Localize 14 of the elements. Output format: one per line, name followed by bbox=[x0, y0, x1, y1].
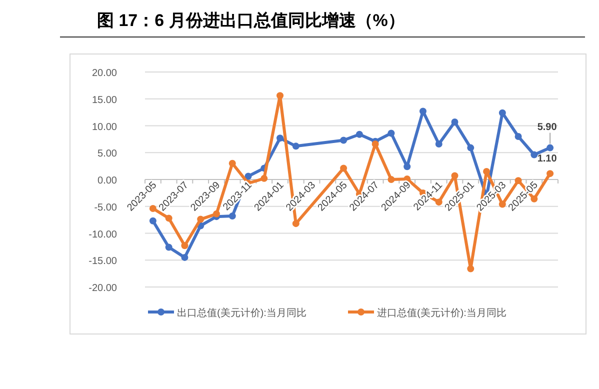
y-tick-label: 0.00 bbox=[98, 176, 118, 186]
y-tick-label: 20.00 bbox=[92, 68, 118, 79]
legend-label: 进口总值(美元计价):当月同比 bbox=[377, 307, 506, 319]
y-tick-label: -10.00 bbox=[88, 229, 118, 240]
y-tick-label: 10.00 bbox=[92, 122, 118, 133]
y-tick-label: -20.00 bbox=[88, 283, 118, 294]
legend-label: 出口总值(美元计价):当月同比 bbox=[177, 307, 306, 319]
y-tick-label: -5.00 bbox=[94, 202, 118, 214]
data-label: 5.90 bbox=[537, 122, 558, 133]
data-label: 1.10 bbox=[537, 154, 558, 165]
y-tick-label: 15.00 bbox=[92, 94, 118, 106]
y-tick-label: 5.00 bbox=[98, 148, 118, 160]
chart-title: 图 17：6 月份进出口总值同比增速（%） bbox=[97, 11, 405, 30]
y-tick-label: -15.00 bbox=[88, 256, 118, 268]
